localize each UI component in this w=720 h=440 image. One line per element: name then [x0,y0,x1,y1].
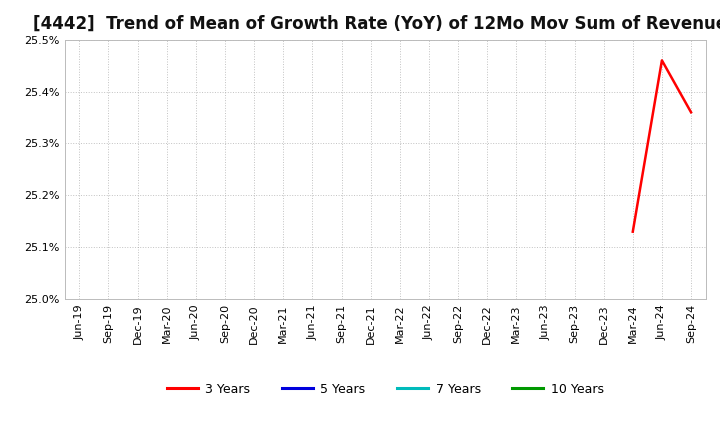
3 Years [629,229,637,235]
3 Years [657,58,666,63]
Title: [4442]  Trend of Mean of Growth Rate (YoY) of 12Mo Mov Sum of Revenues: [4442] Trend of Mean of Growth Rate (YoY… [33,15,720,33]
3 Years [687,110,696,115]
Line: 3 Years: 3 Years [633,60,691,232]
Legend: 3 Years, 5 Years, 7 Years, 10 Years: 3 Years, 5 Years, 7 Years, 10 Years [162,378,608,401]
